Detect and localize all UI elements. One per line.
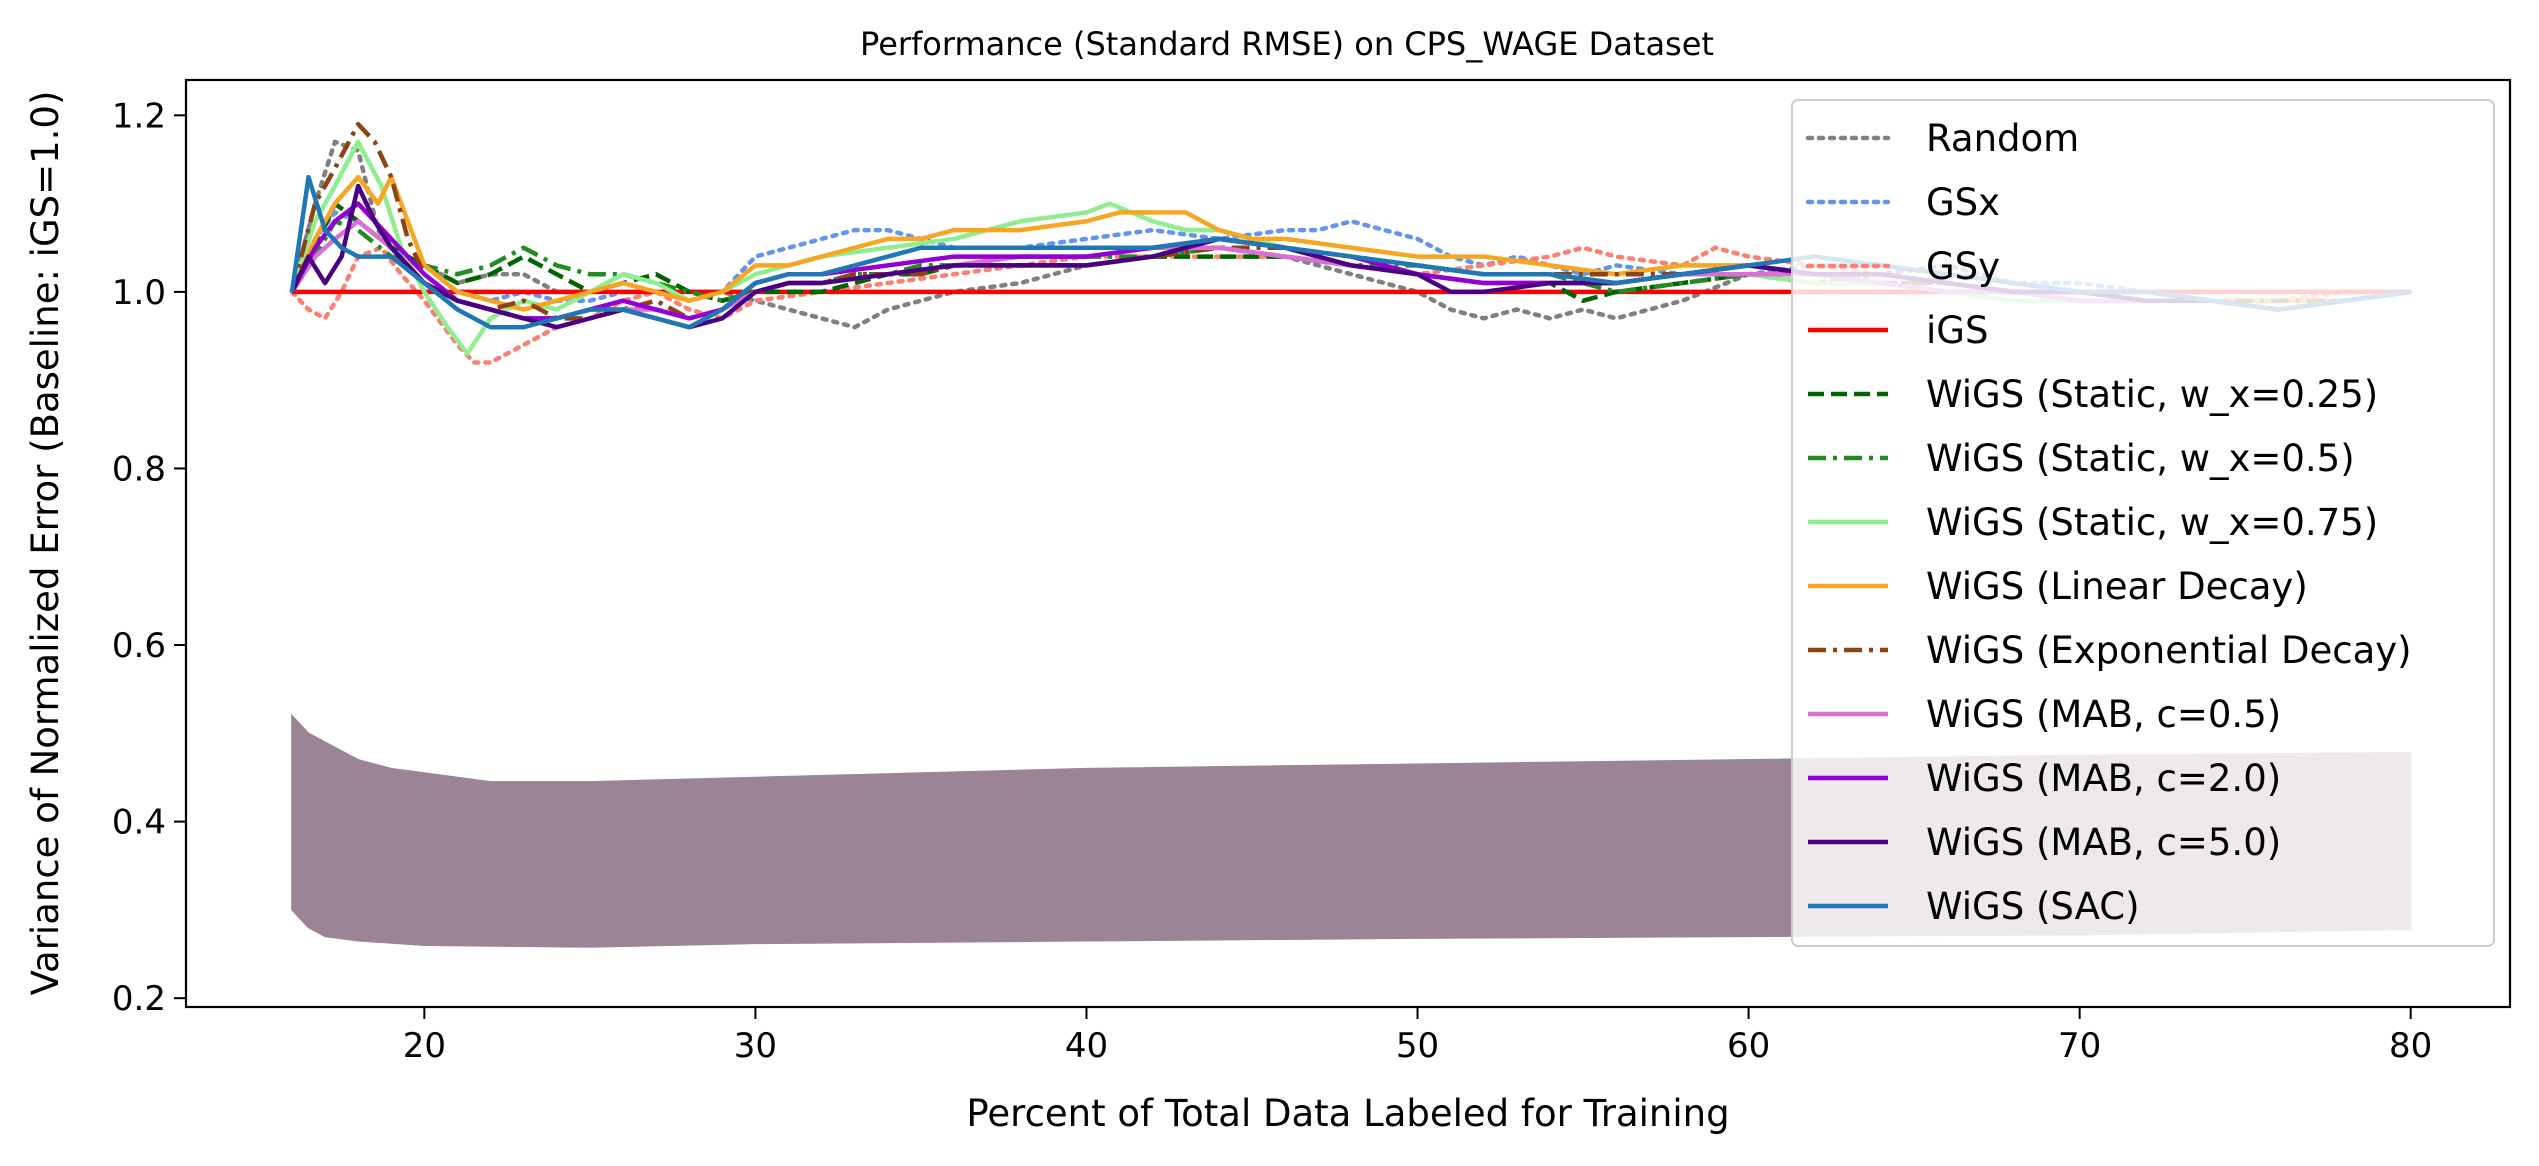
- chart-title: Performance (Standard RMSE) on CPS_WAGE …: [860, 25, 1714, 63]
- y-tick-label: 0.4: [112, 803, 166, 843]
- x-tick-label: 50: [1396, 1026, 1439, 1066]
- legend-label-wigs-static-w-x-0-75: WiGS (Static, w_x=0.75): [1926, 501, 2378, 544]
- y-axis-label: Variance of Normalized Error (Baseline: …: [24, 91, 67, 996]
- legend: Random GSx GSy iGS WiGS (Static, w_x=0.25) Wi…: [1791, 99, 2495, 947]
- y-tick-label: 0.6: [112, 626, 166, 666]
- legend-label-wigs-static-w-x-0-5: WiGS (Static, w_x=0.5): [1926, 437, 2355, 480]
- plot-frame: [184, 78, 2512, 1009]
- y-axis: 0.2 0.4 0.6 0.8 1.0 1.2: [112, 96, 186, 1019]
- legend-label-gsy: GSy: [1926, 245, 2000, 288]
- y-tick-label: 1.0: [112, 273, 166, 313]
- legend-label-igs: iGS: [1926, 309, 1988, 352]
- x-tick-label: 60: [1727, 1026, 1770, 1066]
- legend-label-wigs-mab-c-0-5: WiGS (MAB, c=0.5): [1926, 693, 2281, 736]
- series-line-gsy: [289, 245, 2413, 365]
- legend-label-wigs-linear-decay: WiGS (Linear Decay): [1926, 565, 2308, 608]
- x-tick-label: 70: [2058, 1026, 2101, 1066]
- legend-label-wigs-mab-c-2-0: WiGS (MAB, c=2.0): [1926, 757, 2281, 800]
- legend-label-wigs-static-w-x-0-25: WiGS (Static, w_x=0.25): [1926, 373, 2378, 416]
- x-tick-label: 80: [2389, 1026, 2432, 1066]
- y-tick-label: 0.2: [112, 979, 166, 1019]
- legend-label-wigs-exponential-decay: WiGS (Exponential Decay): [1926, 629, 2412, 672]
- x-tick-label: 30: [734, 1026, 777, 1066]
- legend-label-random: Random: [1926, 117, 2079, 160]
- x-axis: 20 30 40 50 60 70 80: [403, 1007, 2432, 1066]
- x-axis-label: Percent of Total Data Labeled for Traini…: [966, 1092, 1729, 1135]
- y-tick-label: 0.8: [112, 449, 166, 489]
- x-tick-label: 40: [1065, 1026, 1108, 1066]
- legend-label-gsx: GSx: [1926, 181, 2000, 224]
- legend-label-wigs-sac: WiGS (SAC): [1926, 885, 2140, 928]
- legend-label-wigs-mab-c-5-0: WiGS (MAB, c=5.0): [1926, 821, 2281, 864]
- x-tick-label: 20: [403, 1026, 446, 1066]
- legend-box: [1791, 99, 2495, 947]
- y-tick-label: 1.2: [112, 96, 166, 136]
